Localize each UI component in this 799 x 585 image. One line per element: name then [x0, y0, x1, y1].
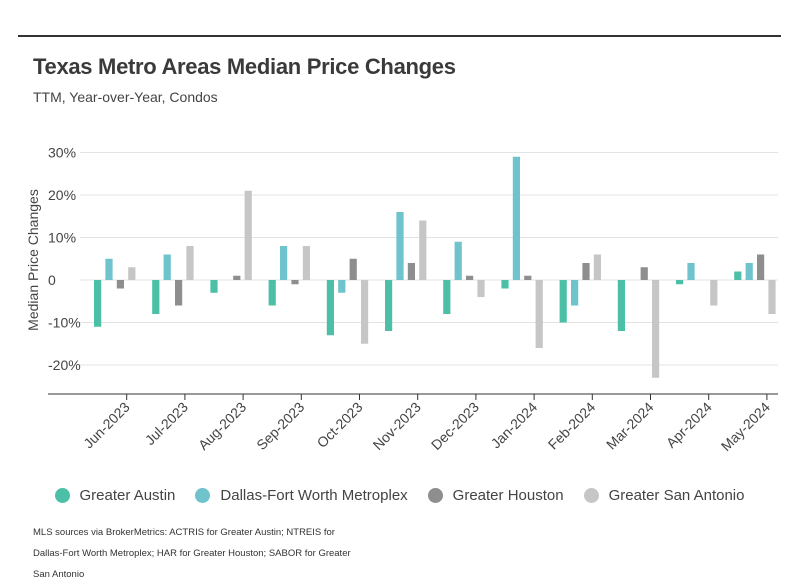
legend-item: Greater San Antonio — [583, 487, 745, 504]
bar-greater-san-antonio-jul-2023 — [186, 246, 194, 280]
chart-subtitle: TTM, Year-over-Year, Condos — [33, 89, 218, 105]
x-tick-label: Sep-2023 — [253, 399, 307, 453]
bar-greater-san-antonio-jun-2023 — [128, 267, 136, 280]
legend-label: Greater Houston — [452, 487, 564, 504]
bar-dallas-fort-worth-metroplex-oct-2023 — [338, 280, 346, 293]
y-axis-ticks: 30% 20% 10% 0 -10% -20% — [48, 145, 81, 374]
bar-dallas-fort-worth-metroplex-jun-2023 — [105, 258, 113, 280]
bar-greater-houston-aug-2023 — [233, 275, 241, 280]
x-tick-label: Aug-2023 — [195, 399, 249, 453]
y-tick-label: 20% — [48, 187, 76, 203]
x-tick-label: Jan-2024 — [488, 399, 541, 452]
bar-greater-houston-jul-2023 — [175, 280, 183, 306]
y-tick-label: -20% — [48, 357, 81, 373]
bar-greater-austin-mar-2024 — [617, 280, 625, 331]
bar-greater-austin-jun-2023 — [94, 280, 102, 327]
bar-dallas-fort-worth-metroplex-dec-2023 — [454, 241, 462, 280]
x-tick-label: Jul-2023 — [142, 399, 191, 448]
y-tick-label: 10% — [48, 230, 76, 246]
bar-chart: 30% 20% 10% 0 -10% -20% Jun-2023 Jul-2023 Aug-2… — [25, 145, 778, 454]
bar-dallas-fort-worth-metroplex-sep-2023 — [280, 246, 288, 280]
legend: Greater Austin Dallas-Fort Worth Metrople… — [0, 487, 799, 507]
x-tick-label: May-2024 — [718, 399, 773, 454]
bar-dallas-fort-worth-metroplex-jul-2023 — [163, 254, 171, 280]
legend-swatch — [54, 488, 70, 503]
legend-swatch — [195, 488, 211, 503]
legend-swatch — [583, 488, 599, 503]
bar-greater-austin-dec-2023 — [443, 280, 451, 314]
legend-item: Greater Austin — [54, 487, 176, 504]
bar-greater-houston-jan-2024 — [524, 275, 532, 280]
bar-greater-houston-sep-2023 — [291, 280, 299, 285]
y-tick-label: 30% — [48, 145, 76, 161]
bar-greater-san-antonio-sep-2023 — [302, 246, 310, 280]
legend-label: Greater San Antonio — [608, 487, 745, 504]
gridlines — [80, 152, 778, 366]
bar-greater-austin-aug-2023 — [210, 280, 218, 293]
bar-greater-san-antonio-aug-2023 — [244, 190, 252, 280]
bar-greater-austin-sep-2023 — [268, 280, 276, 306]
source-footnote: MLS sources via BrokerMetrics: ACTRIS fo… — [33, 527, 351, 580]
y-tick-label: 0 — [48, 272, 56, 288]
bar-greater-houston-jun-2023 — [116, 280, 124, 289]
bars — [94, 156, 776, 378]
x-tick-label: Oct-2023 — [314, 399, 366, 451]
bar-greater-houston-dec-2023 — [466, 275, 474, 280]
bar-greater-houston-oct-2023 — [349, 258, 357, 280]
x-tick-label: Mar-2024 — [603, 399, 657, 453]
bar-greater-san-antonio-jan-2024 — [535, 280, 543, 348]
bar-greater-austin-apr-2024 — [676, 280, 684, 285]
x-tick-label: Dec-2023 — [428, 399, 482, 453]
bar-greater-austin-oct-2023 — [326, 280, 334, 336]
bar-greater-san-antonio-dec-2023 — [477, 280, 485, 297]
bar-dallas-fort-worth-metroplex-jan-2024 — [512, 156, 520, 280]
bar-greater-houston-mar-2024 — [640, 267, 648, 280]
x-axis-ticks: Jun-2023 Jul-2023 Aug-2023 Sep-2023 Oct-2023… — [80, 394, 773, 454]
bar-dallas-fort-worth-metroplex-apr-2024 — [687, 263, 695, 280]
bar-greater-austin-feb-2024 — [559, 280, 567, 323]
bar-greater-austin-may-2024 — [734, 271, 742, 280]
x-tick-label: Jun-2023 — [80, 399, 133, 452]
y-axis-label: Median Price Changes — [25, 189, 41, 331]
bar-greater-austin-nov-2023 — [385, 280, 393, 331]
bar-greater-san-antonio-mar-2024 — [652, 280, 660, 378]
x-tick-label: Apr-2024 — [663, 399, 715, 451]
legend-swatch — [427, 488, 443, 503]
x-tick-label: Nov-2023 — [370, 399, 424, 453]
legend-label: Greater Austin — [79, 487, 176, 504]
y-tick-label: -10% — [48, 315, 81, 331]
legend-label: Dallas-Fort Worth Metroplex — [220, 487, 408, 504]
bar-greater-houston-nov-2023 — [407, 263, 415, 280]
chart-title: Texas Metro Areas Median Price Changes — [33, 54, 456, 79]
legend-item: Greater Houston — [427, 487, 564, 504]
bar-dallas-fort-worth-metroplex-feb-2024 — [571, 280, 579, 306]
bar-greater-austin-jul-2023 — [152, 280, 160, 314]
bar-dallas-fort-worth-metroplex-nov-2023 — [396, 212, 404, 280]
bar-greater-san-antonio-feb-2024 — [593, 254, 601, 280]
bar-greater-san-antonio-may-2024 — [768, 280, 776, 314]
bar-greater-san-antonio-apr-2024 — [710, 280, 718, 306]
x-tick-label: Feb-2024 — [545, 399, 599, 453]
legend-item: Dallas-Fort Worth Metroplex — [195, 487, 408, 504]
bar-dallas-fort-worth-metroplex-may-2024 — [745, 263, 753, 280]
chart-frame — [18, 35, 781, 562]
bar-greater-austin-jan-2024 — [501, 280, 509, 289]
bar-greater-houston-may-2024 — [757, 254, 765, 280]
bar-greater-san-antonio-oct-2023 — [361, 280, 369, 344]
bar-greater-san-antonio-nov-2023 — [419, 220, 427, 280]
bar-greater-houston-feb-2024 — [582, 263, 590, 280]
